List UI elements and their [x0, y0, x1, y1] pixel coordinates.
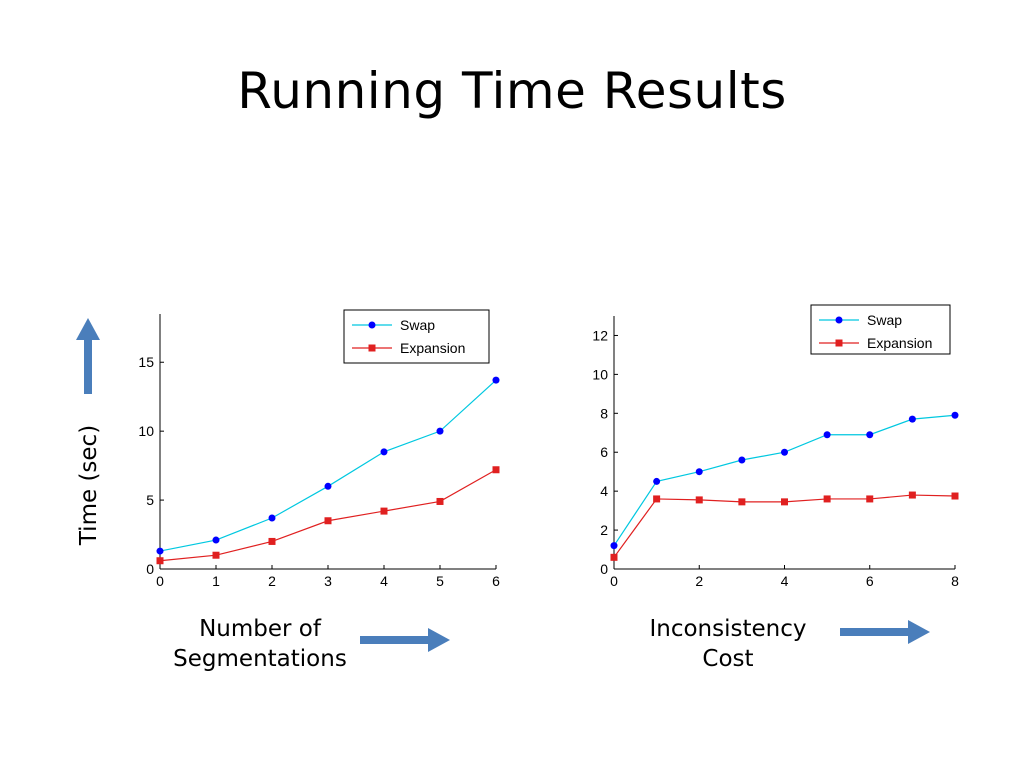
data-point-expansion [781, 498, 788, 506]
y-tick-label: 8 [600, 405, 608, 421]
y-tick-label: 5 [146, 492, 154, 508]
caption-right: Inconsistency Cost [628, 614, 828, 674]
y-tick-label: 12 [592, 327, 608, 343]
x-tick-label: 0 [610, 573, 618, 589]
caption-left-line-2: Segmentations [173, 646, 347, 672]
legend-box [810, 304, 951, 355]
data-point-expansion [653, 495, 661, 503]
data-point-expansion [610, 553, 618, 561]
data-point-swap [653, 477, 661, 485]
y-tick-label: 15 [138, 354, 154, 370]
up-arrow-head [76, 318, 100, 340]
right-arrow-head [908, 620, 930, 644]
data-point-swap [908, 415, 916, 423]
x-tick-label: 8 [951, 573, 959, 589]
data-point-expansion [738, 498, 746, 506]
data-point-swap [695, 468, 703, 476]
data-point-expansion [866, 495, 874, 503]
data-point-swap [324, 482, 332, 490]
data-point-expansion [156, 557, 164, 565]
data-point-swap [268, 514, 276, 522]
data-point-swap [212, 536, 220, 544]
x-tick-label: 4 [781, 573, 789, 589]
y-axis-label: Time (sec) [76, 424, 102, 546]
legend-label: Swap [867, 312, 902, 328]
data-point-expansion [268, 537, 276, 545]
x-tick-label: 0 [156, 573, 164, 589]
data-point-swap [436, 427, 444, 435]
x-tick-label: 5 [436, 573, 444, 589]
legend-label: Expansion [400, 340, 465, 356]
data-point-swap [823, 431, 831, 439]
legend-marker [835, 339, 843, 347]
right-arrow-shaft [840, 628, 910, 636]
data-point-expansion [324, 517, 332, 525]
caption-right-line-1: Inconsistency [649, 616, 807, 642]
y-tick-label: 10 [592, 366, 608, 382]
slide-title: Running Time Results [237, 62, 787, 120]
data-point-swap [866, 431, 874, 439]
data-point-expansion [823, 495, 831, 503]
data-point-swap [610, 542, 618, 550]
y-tick-label: 4 [600, 483, 608, 499]
data-point-expansion [380, 507, 388, 515]
chart-number-of-segmentations: 0 1 2 3 4 5 6 0 5 10 15 Swap Expansion [138, 309, 500, 589]
y-tick-label: 6 [600, 444, 608, 460]
x-tick-label: 2 [695, 573, 703, 589]
up-arrow-icon [76, 318, 100, 394]
legend-marker [368, 344, 376, 352]
data-point-expansion [212, 551, 220, 559]
x-tick-label: 4 [380, 573, 388, 589]
chart-inconsistency-cost: 0 2 4 6 8 0 2 4 6 8 10 12 Swap Expansion [592, 304, 959, 589]
data-point-swap [156, 547, 164, 555]
caption-left: Number of Segmentations [160, 614, 360, 674]
data-point-expansion [695, 496, 703, 504]
y-tick-label: 0 [146, 561, 154, 577]
data-point-expansion [951, 492, 959, 500]
data-point-swap [380, 448, 388, 456]
data-point-swap [781, 448, 788, 456]
data-point-expansion [492, 466, 500, 474]
legend-marker [368, 321, 376, 329]
data-point-swap [951, 411, 959, 419]
x-tick-label: 1 [212, 573, 220, 589]
caption-left-line-1: Number of [199, 616, 321, 642]
right-arrow-shaft [360, 636, 430, 644]
data-point-swap [492, 376, 500, 384]
legend-box [343, 309, 490, 364]
right-arrow-icon-right [840, 620, 930, 644]
y-tick-label: 10 [138, 423, 154, 439]
right-arrow-head [428, 628, 450, 652]
legend-marker [835, 316, 843, 324]
data-point-swap [738, 456, 746, 464]
right-arrow-icon-left [360, 628, 450, 652]
x-tick-label: 2 [268, 573, 276, 589]
x-tick-label: 3 [324, 573, 332, 589]
data-point-expansion [436, 497, 444, 505]
y-tick-label: 0 [600, 561, 608, 577]
x-tick-label: 6 [492, 573, 500, 589]
series-line-swap [159, 379, 497, 552]
legend-label: Expansion [867, 335, 932, 351]
series-line-swap [613, 414, 956, 546]
y-tick-label: 2 [600, 522, 608, 538]
data-point-expansion [908, 491, 916, 499]
x-tick-label: 6 [866, 573, 874, 589]
caption-right-line-2: Cost [702, 646, 754, 672]
up-arrow-shaft [84, 338, 92, 394]
legend-label: Swap [400, 317, 435, 333]
